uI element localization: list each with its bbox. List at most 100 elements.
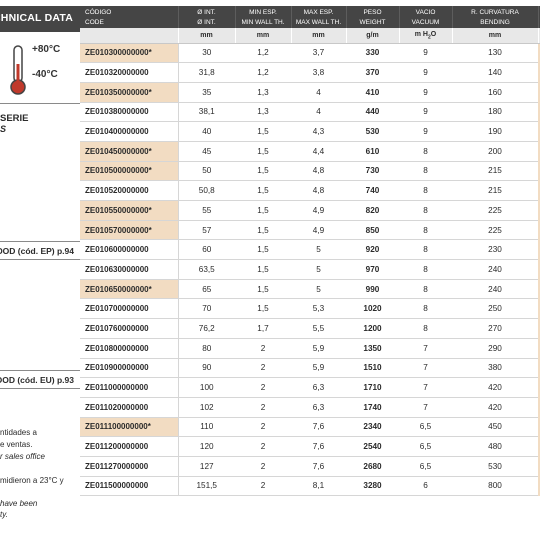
cell-min-wall: 2 [235,377,291,398]
cell-vacuum: 6,5 [399,456,452,477]
table-row: ZE010600000000 60 1,5 5 920 8 230 [80,239,540,261]
note-line: ty. [0,510,8,519]
divider [0,103,80,104]
col-header-extra-en: CO [538,17,540,28]
cell-bending: 225 [452,200,538,221]
cell-weight: 740 [346,180,399,201]
cell-min-wall: 1,5 [235,220,291,241]
table-row: ZE010350000000* 35 1,3 4 410 9 160 [80,82,540,103]
cell-inner-diameter: 110 [178,417,235,438]
cell-inner-diameter: 55 [178,200,235,221]
cell-code: ZE011200000000 [80,436,179,457]
header-row-en: CODE Ø INT. MIN WALL TH. MAX WALL TH. WE… [80,17,540,28]
unit-max: mm [291,28,347,44]
header-row-es: CÓDIGO Ø INT. MIN ESP. MAX ESP. PESO VAC… [80,6,540,17]
table-row: ZE010300000000* 30 1,2 3,7 330 9 130 [80,43,540,64]
cell-extra [538,417,540,438]
divider [0,241,80,242]
cell-code: ZE011500000000 [80,476,179,497]
cell-extra [538,141,540,162]
note-line: midieron a 23°C y [0,476,64,485]
cell-bending: 160 [452,82,538,103]
cell-min-wall: 2 [235,338,291,359]
link-ep-reference[interactable]: OOD (cód. EP) p.94 [0,246,74,256]
cell-min-wall: 1,3 [235,102,291,123]
table-row: ZE011000000000 100 2 6,3 1710 7 420 [80,377,540,398]
cell-bending: 380 [452,358,538,379]
side-panel: CHNICAL DATA +80°C -40°C SERIE S OOD (có… [0,0,80,540]
cell-code: ZE010400000000 [80,121,179,142]
cell-extra [538,161,540,182]
serie-sublabel: S [0,124,7,134]
cell-inner-diameter: 31,8 [178,62,235,83]
cell-inner-diameter: 65 [178,279,235,300]
cell-extra [538,220,540,241]
cell-extra [538,476,540,497]
cell-bending: 250 [452,298,538,320]
cell-max-wall: 4 [291,82,346,103]
cell-vacuum: 9 [399,43,452,64]
cell-extra [538,298,540,320]
cell-min-wall: 1,5 [235,141,291,162]
cell-extra [538,239,540,261]
cell-min-wall: 1,5 [235,161,291,182]
cell-weight: 1200 [346,318,399,339]
unit-min: mm [235,28,292,44]
cell-vacuum: 6,5 [399,436,452,457]
cell-code: ZE010570000000* [80,220,179,241]
cell-min-wall: 1,2 [235,43,291,64]
cell-max-wall: 5 [291,279,346,300]
cell-max-wall: 8,1 [291,476,346,497]
cell-code: ZE011100000000* [80,417,179,438]
table-row: ZE011020000000 102 2 6,3 1740 7 420 [80,397,540,418]
cell-bending: 450 [452,417,538,438]
cell-code: ZE010700000000 [80,298,179,320]
unit-vacuum-main: m H [414,30,428,38]
col-header-id-en: Ø INT. [178,17,236,28]
cell-code: ZE010650000000* [80,279,179,300]
cell-inner-diameter: 76,2 [178,318,235,339]
cell-extra [538,180,540,201]
cell-weight: 2340 [346,417,399,438]
cell-inner-diameter: 45 [178,141,235,162]
table-row: ZE010400000000 40 1,5 4,3 530 9 190 [80,121,540,142]
unit-vacuum: m H2O [399,28,453,44]
cell-weight: 820 [346,200,399,221]
serie-label: SERIE [0,113,29,124]
cell-code: ZE010300000000* [80,43,179,64]
cell-min-wall: 1,5 [235,180,291,201]
table-row: ZE010700000000 70 1,5 5,3 1020 8 250 [80,298,540,320]
cell-code: ZE010600000000 [80,239,179,261]
cell-bending: 215 [452,161,538,182]
cell-vacuum: 8 [399,141,452,162]
link-eu-reference[interactable]: OOD (cód. EU) p.93 [0,375,74,385]
table-row: ZE010650000000* 65 1,5 5 990 8 240 [80,279,540,300]
cell-max-wall: 7,6 [291,417,346,438]
cell-weight: 1350 [346,338,399,359]
cell-weight: 330 [346,43,399,64]
col-header-bend-es: R. CURVATURA [452,6,539,17]
unit-extra [538,28,540,44]
temp-max-label: +80°C [32,44,61,55]
thermometer-icon [10,45,26,95]
cell-vacuum: 8 [399,279,452,300]
cell-extra [538,318,540,339]
technical-data-table: CÓDIGO Ø INT. MIN ESP. MAX ESP. PESO VAC… [80,6,540,497]
col-header-weight-en: WEIGHT [346,17,400,28]
col-header-weight-es: PESO [346,6,400,17]
unit-id: mm [178,28,236,44]
table-row: ZE011200000000 120 2 7,6 2540 6,5 480 [80,436,540,457]
divider [0,259,80,260]
cell-code: ZE011020000000 [80,397,179,418]
cell-max-wall: 5,9 [291,338,346,359]
cell-min-wall: 1,5 [235,200,291,221]
temp-min-label: -40°C [32,69,58,80]
cell-max-wall: 5,5 [291,318,346,339]
cell-min-wall: 2 [235,397,291,418]
cell-code: ZE010760000000 [80,318,179,339]
cell-extra [538,200,540,221]
table-row: ZE010760000000 76,2 1,7 5,5 1200 8 270 [80,318,540,339]
cell-vacuum: 8 [399,298,452,320]
cell-inner-diameter: 63,5 [178,259,235,280]
cell-extra [538,82,540,103]
